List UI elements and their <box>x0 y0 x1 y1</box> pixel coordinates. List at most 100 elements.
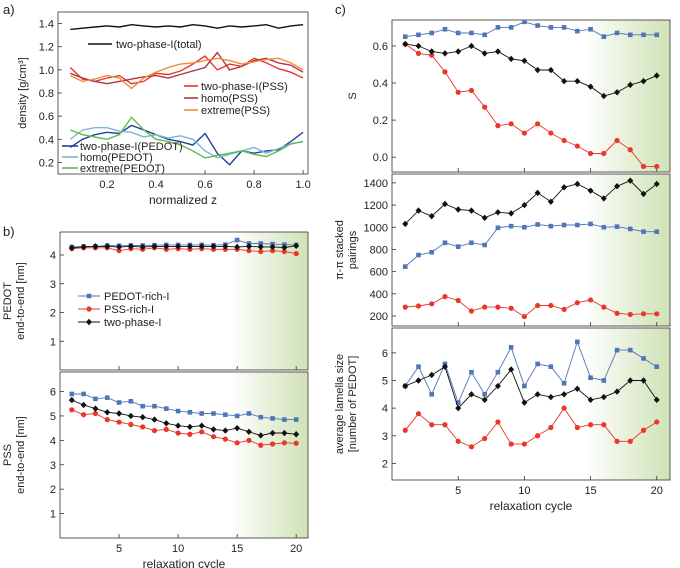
y-tick-label: 800 <box>370 244 388 256</box>
point-PSS-rich-I <box>587 150 594 157</box>
point-two-phase-I <box>198 243 205 250</box>
point-PEDOT-rich-I <box>495 369 501 375</box>
point-two-phase-I <box>402 382 409 390</box>
point-PEDOT-rich-I <box>601 34 607 39</box>
point-PEDOT-rich-I <box>402 34 408 39</box>
plot-frame <box>391 327 671 481</box>
point-PEDOT-rich-I <box>548 223 554 229</box>
x-tick-label: 1.0 <box>295 179 310 191</box>
point-PSS-rich-I <box>627 438 633 444</box>
point-PEDOT-rich-I <box>535 23 540 28</box>
point-two-phase-I <box>614 183 621 190</box>
point-PEDOT-rich-I <box>455 30 461 36</box>
point-two-phase-I <box>587 396 594 404</box>
y-tick-label: 400 <box>370 289 388 301</box>
point-two-phase-I <box>547 198 554 205</box>
point-PSS-rich-I <box>258 248 264 255</box>
point-PEDOT-rich-I <box>601 224 607 230</box>
point-PEDOT-rich-I <box>627 32 633 38</box>
point-PSS-rich-I <box>627 311 633 317</box>
point-PSS-rich-I <box>199 429 205 435</box>
point-two-phase-I <box>574 180 581 188</box>
x-axis-label: normalized z <box>149 193 217 207</box>
y-tick-label: 6 <box>50 387 56 399</box>
point-PSS-rich-I <box>521 441 527 447</box>
y-tick-label: 0.4 <box>39 134 54 146</box>
point-PSS-rich-I <box>163 426 169 432</box>
series-line-PEDOT-rich-I <box>404 340 658 404</box>
legend-label: two-phase-I(PEDOT) <box>80 141 183 153</box>
point-PSS-rich-I <box>614 137 620 144</box>
point-two-phase-I <box>281 429 288 437</box>
legend-label: homo(PEDOT) <box>80 152 153 164</box>
point-PEDOT-rich-I <box>128 398 134 404</box>
point-PEDOT-rich-I <box>223 412 228 418</box>
y-tick-label: 5 <box>382 376 388 388</box>
point-two-phase-I <box>92 243 99 250</box>
y-tick-label: 6 <box>382 348 388 360</box>
point-PEDOT-rich-I <box>469 30 474 36</box>
point-PSS-rich-I <box>640 311 647 317</box>
y-tick-label: 2 <box>50 308 56 320</box>
point-two-phase-I <box>561 184 568 191</box>
point-two-phase-I <box>415 377 422 384</box>
point-PEDOT-rich-I <box>258 414 264 420</box>
point-two-phase-I <box>175 243 182 250</box>
point-PEDOT-rich-I <box>140 403 145 409</box>
point-PSS-rich-I <box>654 419 660 425</box>
point-PSS-rich-I <box>222 436 228 442</box>
x-tick-label: 0.6 <box>197 179 212 191</box>
point-PEDOT-rich-I <box>469 240 474 246</box>
point-PEDOT-rich-I <box>442 240 448 246</box>
point-two-phase-I <box>269 243 276 251</box>
x-axis-label: relaxation cycle <box>143 557 226 568</box>
point-two-phase-I <box>222 243 229 250</box>
x-tick-label: 20 <box>651 485 663 497</box>
x-tick-label: 5 <box>455 485 461 497</box>
point-PSS-rich-I <box>482 304 488 310</box>
point-PSS-rich-I <box>561 306 567 312</box>
point-two-phase-I <box>481 50 488 57</box>
legend-label: two-phase-I <box>104 317 161 329</box>
point-two-phase-I <box>534 189 541 197</box>
y-tick-label: 1400 <box>364 178 388 190</box>
point-PEDOT-rich-I <box>575 222 580 228</box>
point-two-phase-I <box>116 410 123 417</box>
y-tick-label: 0.2 <box>373 115 388 127</box>
series-line-homo(PSS) <box>70 51 304 85</box>
point-PEDOT-rich-I <box>548 364 554 369</box>
series-line-two-phase-I(total) <box>70 23 304 31</box>
legend-marker <box>86 293 92 299</box>
point-PSS-rich-I <box>521 313 527 320</box>
point-two-phase-I <box>653 396 660 404</box>
point-two-phase-I <box>627 177 634 184</box>
point-PSS-rich-I <box>269 248 276 254</box>
x-tick-label: 15 <box>231 543 243 555</box>
y-tick-label: 600 <box>370 267 388 279</box>
point-two-phase-I <box>163 420 170 427</box>
series-line-two-phase-I <box>404 180 658 225</box>
point-two-phase-I <box>508 366 515 373</box>
point-PSS-rich-I <box>627 147 633 153</box>
point-two-phase-I <box>245 428 252 436</box>
shade-region <box>583 20 670 172</box>
y-tick-label: 2 <box>50 484 56 496</box>
point-two-phase-I <box>468 391 475 398</box>
point-PSS-rich-I <box>402 427 408 433</box>
point-PEDOT-rich-I <box>522 224 527 230</box>
series-line-PSS-rich-I <box>404 43 657 167</box>
point-two-phase-I <box>494 48 501 55</box>
chart-c3: 2 3 4 5 6 5 10 15 20 relaxation cycle average lame… <box>334 327 671 513</box>
point-two-phase-I <box>269 429 276 437</box>
point-two-phase-I <box>127 412 134 420</box>
point-two-phase-I <box>534 66 541 74</box>
chart-b2: 1 2 3 4 5 6 5 10 15 20 relaxation cycle PSS end-to-e… <box>2 371 309 568</box>
point-two-phase-I <box>481 396 488 404</box>
point-two-phase-I <box>481 214 488 222</box>
point-two-phase-I <box>293 431 300 438</box>
point-PEDOT-rich-I <box>429 249 435 255</box>
y-tick-label: 4 <box>50 435 56 447</box>
series-line-two-phase-I <box>405 366 658 409</box>
point-PEDOT-rich-I <box>211 411 216 416</box>
chart-c2: 200 400 600 800 1000 1200 1400 π-π stacked pairi… <box>334 173 671 327</box>
